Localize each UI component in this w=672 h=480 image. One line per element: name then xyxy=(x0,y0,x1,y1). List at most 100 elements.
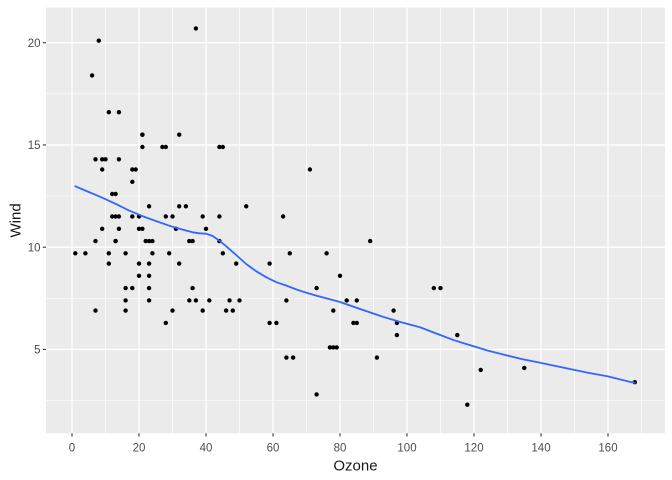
data-point xyxy=(146,238,152,244)
x-tick-label: 120 xyxy=(464,443,483,455)
data-point xyxy=(327,345,333,350)
data-point xyxy=(100,167,105,172)
data-point xyxy=(368,238,373,244)
data-point xyxy=(190,285,195,291)
scatter-points xyxy=(73,26,637,407)
y-tick-label: 10 xyxy=(28,242,41,254)
data-point xyxy=(113,191,118,197)
data-point xyxy=(193,26,199,31)
data-point xyxy=(170,214,175,219)
data-point xyxy=(83,251,88,256)
data-point xyxy=(73,251,78,256)
data-point xyxy=(220,251,225,256)
data-point xyxy=(187,298,192,303)
x-axis-ticks: 0 20 40 60 80 100 120 140 160 xyxy=(69,433,618,455)
data-point xyxy=(100,226,105,231)
data-point xyxy=(93,308,98,313)
data-point xyxy=(331,308,336,313)
data-point xyxy=(177,261,182,266)
data-point xyxy=(136,273,142,278)
data-point xyxy=(123,298,128,303)
data-point xyxy=(136,261,142,266)
data-point xyxy=(110,214,115,219)
x-tick-label: 20 xyxy=(133,443,146,455)
data-point xyxy=(223,308,229,313)
data-point xyxy=(244,204,249,209)
data-point xyxy=(93,157,98,162)
data-point xyxy=(113,238,118,244)
data-point xyxy=(116,157,122,162)
data-point xyxy=(163,320,168,326)
x-tick-label: 160 xyxy=(598,443,617,455)
data-point xyxy=(337,273,343,278)
data-point xyxy=(344,298,349,303)
data-point xyxy=(200,308,205,313)
data-point xyxy=(163,214,168,219)
data-point xyxy=(167,251,172,256)
data-point xyxy=(227,298,232,303)
data-point xyxy=(143,238,148,244)
data-point xyxy=(116,110,122,115)
data-point xyxy=(522,365,527,371)
data-point xyxy=(96,38,102,43)
data-point xyxy=(307,167,313,172)
data-point xyxy=(455,332,460,338)
x-tick-label: 0 xyxy=(69,443,75,455)
data-point xyxy=(140,132,145,137)
x-tick-label: 40 xyxy=(200,443,213,455)
data-point xyxy=(394,332,400,338)
data-point xyxy=(140,226,145,231)
data-point xyxy=(274,320,279,326)
data-point xyxy=(89,73,95,78)
data-point xyxy=(100,157,105,162)
loess-smooth-line xyxy=(74,185,636,384)
data-point xyxy=(217,214,222,219)
data-point xyxy=(146,285,152,291)
data-point xyxy=(130,179,135,184)
data-point xyxy=(207,298,212,303)
data-point xyxy=(106,110,112,115)
data-point xyxy=(280,214,286,219)
data-point xyxy=(136,226,142,231)
data-point xyxy=(284,355,289,360)
data-point xyxy=(391,308,396,313)
data-point xyxy=(431,285,436,291)
data-point xyxy=(106,261,112,266)
data-point xyxy=(478,367,483,373)
data-point xyxy=(177,204,182,209)
data-point xyxy=(290,355,296,360)
data-point xyxy=(116,226,122,231)
data-point xyxy=(150,238,155,244)
data-point xyxy=(200,214,205,219)
data-point xyxy=(187,238,192,244)
data-point xyxy=(234,261,239,266)
data-point xyxy=(123,308,128,313)
data-point xyxy=(314,285,319,291)
data-point xyxy=(123,285,128,291)
data-point xyxy=(374,355,380,360)
data-point xyxy=(220,144,225,150)
data-point xyxy=(113,214,118,219)
data-point xyxy=(130,214,135,219)
data-point xyxy=(170,308,175,313)
y-axis-ticks: 5 10 15 20 xyxy=(28,38,46,357)
data-point xyxy=(267,320,272,326)
data-point xyxy=(183,204,189,209)
y-tick-label: 15 xyxy=(28,140,41,152)
data-point xyxy=(103,157,108,162)
x-tick-label: 100 xyxy=(397,443,416,455)
data-point xyxy=(287,251,292,256)
x-tick-label: 80 xyxy=(334,443,347,455)
data-point xyxy=(160,144,165,150)
data-point xyxy=(465,402,470,407)
minor-gridlines xyxy=(46,7,665,434)
data-point xyxy=(267,261,272,266)
data-point xyxy=(351,320,356,326)
data-point xyxy=(130,285,135,291)
data-point xyxy=(146,261,152,266)
data-point xyxy=(203,226,209,231)
x-tick-label: 140 xyxy=(531,443,550,455)
data-point xyxy=(284,298,289,303)
x-tick-label: 60 xyxy=(267,443,280,455)
